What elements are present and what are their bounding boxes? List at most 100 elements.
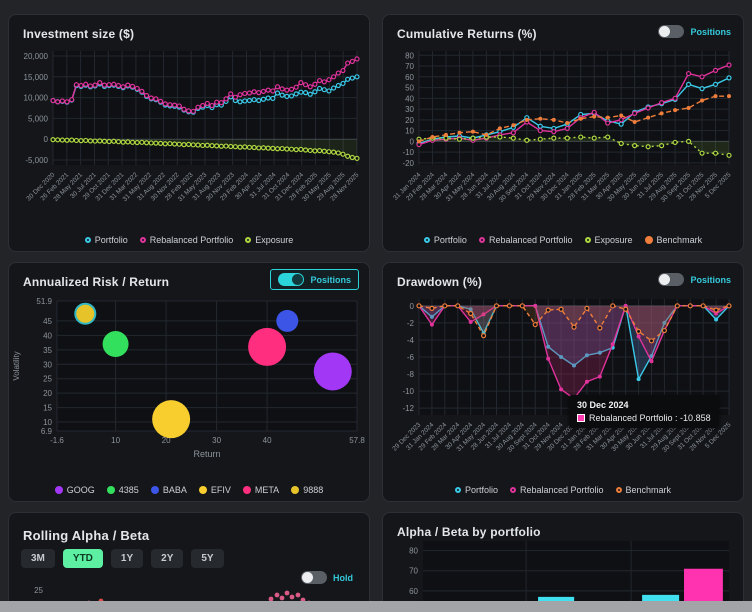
svg-text:57.8: 57.8 bbox=[349, 436, 365, 445]
svg-text:80: 80 bbox=[409, 547, 418, 556]
svg-text:Volatility: Volatility bbox=[12, 351, 21, 380]
legend-marker bbox=[584, 237, 591, 243]
toggle-knob bbox=[659, 26, 671, 37]
positions-toggle-risk[interactable] bbox=[278, 273, 305, 286]
svg-text:-10: -10 bbox=[402, 387, 414, 396]
svg-text:15,000: 15,000 bbox=[24, 73, 49, 82]
timeframe-button-2y[interactable]: 2Y bbox=[151, 549, 184, 568]
legend-marker bbox=[54, 486, 63, 494]
legend-item-baba[interactable]: BABA bbox=[150, 485, 187, 495]
positions-toggle-label: Positions bbox=[310, 274, 351, 285]
svg-text:-12: -12 bbox=[402, 404, 414, 413]
svg-text:30: 30 bbox=[405, 105, 414, 114]
svg-text:5,000: 5,000 bbox=[28, 114, 49, 123]
svg-text:60: 60 bbox=[409, 587, 418, 596]
chart-title-alpha-beta: Alpha / Beta by portfolio bbox=[397, 525, 541, 539]
legend-label: META bbox=[254, 485, 280, 495]
svg-text:10: 10 bbox=[43, 418, 52, 427]
legend-item-rebalanced-portfolio[interactable]: Rebalanced Portfolio bbox=[509, 485, 604, 495]
legend-item-portfolio[interactable]: Portfolio bbox=[84, 235, 128, 245]
svg-text:15: 15 bbox=[43, 404, 52, 413]
legend-item-4385[interactable]: 4385 bbox=[106, 485, 139, 495]
legend-item-benchmark[interactable]: Benchmark bbox=[615, 485, 672, 495]
legend-label: GOOG bbox=[66, 485, 95, 495]
legend-label: Benchmark bbox=[656, 235, 703, 245]
svg-text:-20: -20 bbox=[402, 159, 414, 168]
chart-tooltip: 30 Dec 2024 Rebalanced Portfolio : -10.8… bbox=[569, 395, 719, 428]
positions-toggle-label: Positions bbox=[690, 274, 731, 285]
risk-return-chart[interactable]: -1.6 10 20 30 40 57.851.945403530252015106.9R… bbox=[9, 291, 370, 475]
hold-toggle[interactable] bbox=[301, 571, 327, 584]
chart-title-investment-size: Investment size ($) bbox=[23, 27, 135, 41]
legend-item-portfolio[interactable]: Portfolio bbox=[454, 485, 498, 495]
legend-label: Portfolio bbox=[94, 235, 128, 245]
svg-text:0: 0 bbox=[410, 137, 415, 146]
legend-item-portfolio[interactable]: Portfolio bbox=[423, 235, 467, 245]
legend-item-rebalanced-portfolio[interactable]: Rebalanced Portfolio bbox=[478, 235, 573, 245]
svg-text:-8: -8 bbox=[407, 370, 415, 379]
tooltip-swatch bbox=[577, 414, 585, 422]
svg-text:0: 0 bbox=[410, 302, 415, 311]
svg-text:51.9: 51.9 bbox=[36, 297, 52, 306]
svg-text:20: 20 bbox=[405, 116, 414, 125]
legend-item-rebalanced-portfolio[interactable]: Rebalanced Portfolio bbox=[139, 235, 233, 245]
legend-marker bbox=[150, 486, 159, 494]
svg-text:-4: -4 bbox=[407, 336, 415, 345]
risk-return-legend: GOOG 4385 BABA EFIV META 9888 bbox=[9, 485, 369, 495]
timeframe-button-3m[interactable]: 3M bbox=[21, 549, 55, 568]
legend-marker bbox=[245, 237, 252, 243]
positions-toggle-drawdown[interactable] bbox=[658, 273, 685, 286]
svg-text:Return: Return bbox=[193, 449, 220, 459]
legend-item-efiv[interactable]: EFIV bbox=[198, 485, 231, 495]
timeframe-button-ytd[interactable]: YTD bbox=[62, 549, 103, 568]
legend-item-meta[interactable]: META bbox=[242, 485, 280, 495]
svg-text:10: 10 bbox=[111, 436, 120, 445]
positions-toggle-label: Positions bbox=[690, 26, 731, 37]
legend-marker bbox=[478, 237, 485, 243]
legend-marker bbox=[106, 486, 115, 494]
legend-label: BABA bbox=[162, 485, 187, 495]
svg-text:80: 80 bbox=[405, 51, 414, 60]
positions-toggle-cumulative[interactable] bbox=[658, 25, 685, 38]
legend-label: 4385 bbox=[118, 485, 139, 495]
legend-marker bbox=[423, 237, 430, 243]
svg-text:25: 25 bbox=[34, 586, 43, 595]
legend-item-9888[interactable]: 9888 bbox=[291, 485, 323, 495]
horizontal-scrollbar[interactable] bbox=[0, 601, 752, 612]
legend-marker bbox=[291, 486, 300, 494]
timeframe-button-1y[interactable]: 1Y bbox=[110, 549, 144, 568]
chart-title-drawdown: Drawdown (%) bbox=[397, 275, 483, 289]
svg-text:20: 20 bbox=[162, 436, 171, 445]
legend-item-benchmark[interactable]: Benchmark bbox=[644, 235, 703, 245]
legend-label: Benchmark bbox=[625, 485, 672, 495]
svg-text:20: 20 bbox=[43, 389, 52, 398]
svg-text:70: 70 bbox=[409, 567, 418, 576]
svg-text:50: 50 bbox=[405, 84, 414, 93]
legend-item-exposure[interactable]: Exposure bbox=[584, 235, 633, 245]
svg-text:40: 40 bbox=[43, 331, 52, 340]
legend-marker bbox=[139, 237, 146, 243]
legend-item-goog[interactable]: GOOG bbox=[54, 485, 95, 495]
panel-cumulative-returns: Cumulative Returns (%) Positions 31 Jan … bbox=[382, 14, 744, 252]
toggle-knob bbox=[659, 274, 671, 285]
tooltip-date: 30 Dec 2024 bbox=[577, 400, 629, 410]
panel-drawdown: Drawdown (%) Positions 29 Dec 2023 31 Jan… bbox=[382, 262, 744, 502]
drawdown-legend: Portfolio Rebalanced Portfolio Benchmark bbox=[383, 485, 743, 495]
panel-annualized-risk-return: Annualized Risk / Return Positions -1.6 1… bbox=[8, 262, 370, 502]
legend-item-exposure[interactable]: Exposure bbox=[245, 235, 293, 245]
chart-title-rolling-alpha-beta: Rolling Alpha / Beta bbox=[23, 528, 150, 543]
timeframe-button-5y[interactable]: 5Y bbox=[191, 549, 224, 568]
legend-label: Exposure bbox=[255, 235, 294, 245]
svg-text:40: 40 bbox=[263, 436, 272, 445]
svg-text:45: 45 bbox=[43, 317, 52, 326]
svg-text:-2: -2 bbox=[407, 319, 415, 328]
svg-text:10,000: 10,000 bbox=[24, 94, 49, 103]
legend-marker bbox=[242, 486, 251, 494]
legend-label: Portfolio bbox=[433, 235, 467, 245]
legend-label: Rebalanced Portfolio bbox=[519, 485, 604, 495]
legend-label: Portfolio bbox=[464, 485, 498, 495]
